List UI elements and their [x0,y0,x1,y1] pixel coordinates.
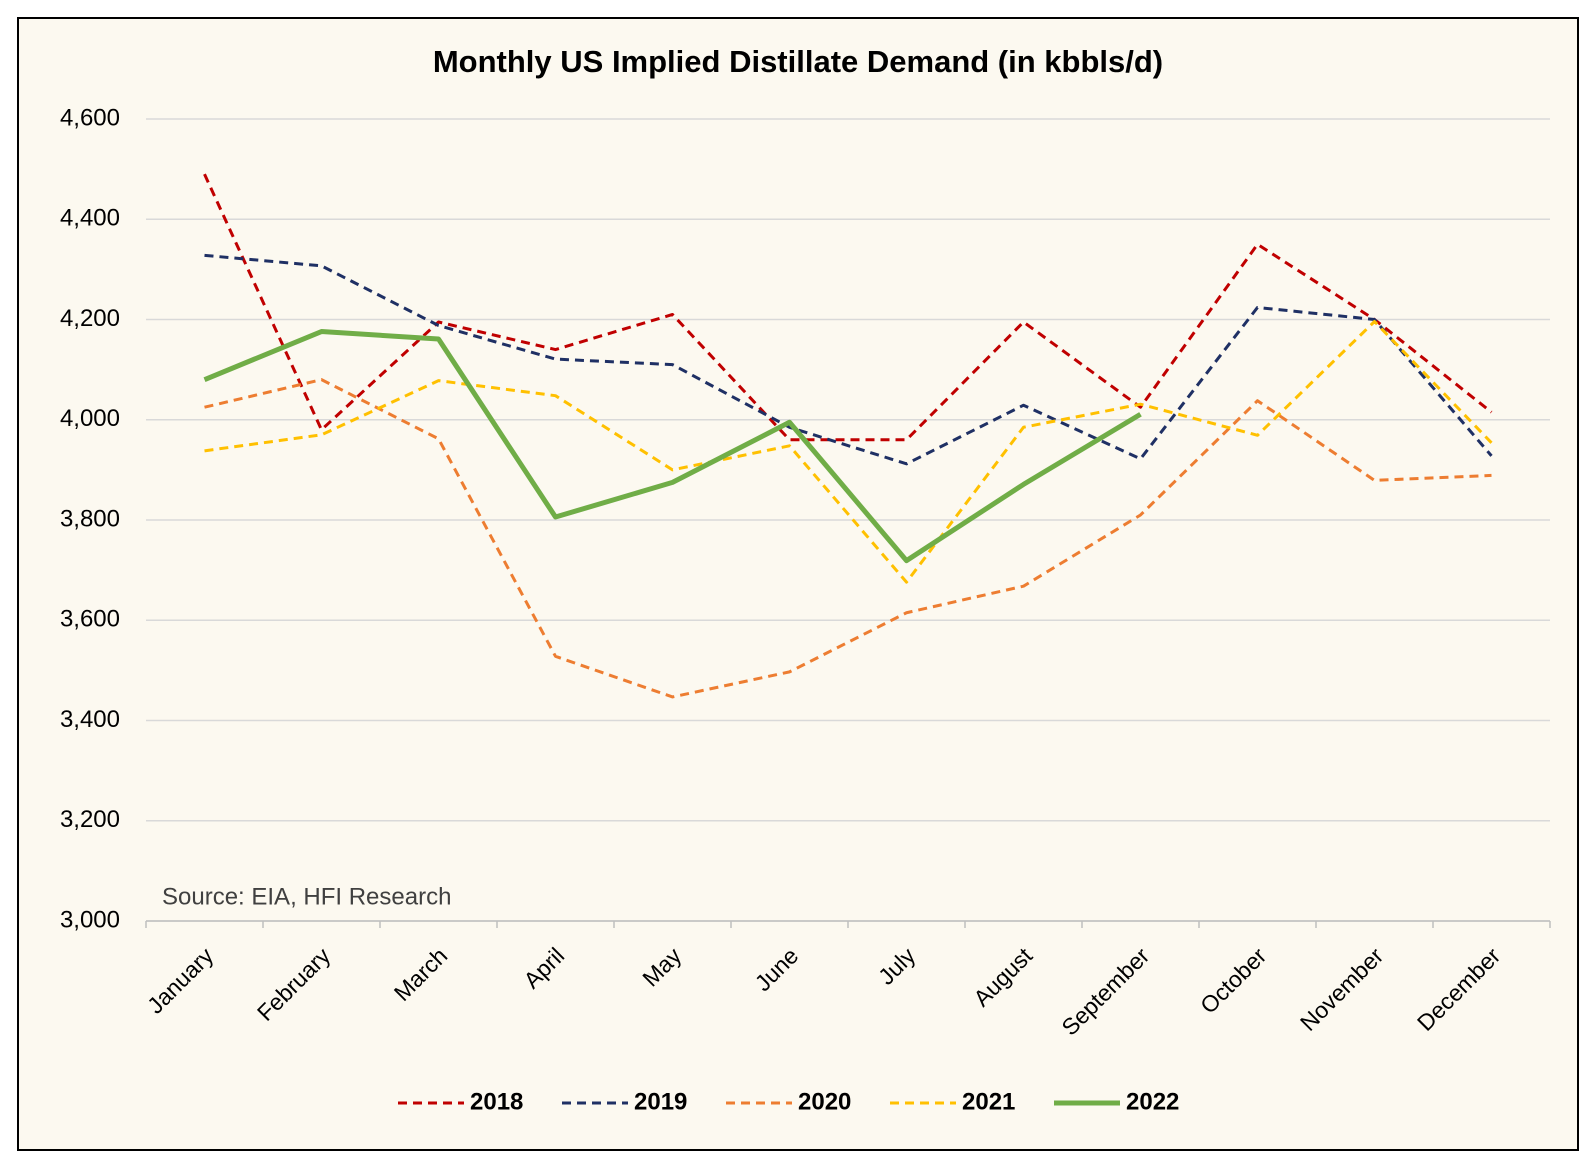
legend-label: 2019 [634,1088,687,1115]
series-line [204,253,1493,466]
y-tick-label: 4,600 [60,104,120,131]
y-tick-label: 4,400 [60,205,120,232]
series-line [204,320,1493,584]
legend-label: 2018 [470,1088,523,1115]
y-tick-label: 4,000 [60,405,120,432]
chart-frame [17,17,1579,1151]
y-tick-label: 3,600 [60,606,120,633]
y-tick-label: 4,200 [60,305,120,332]
legend-label: 2021 [962,1088,1015,1115]
y-tick-label: 3,200 [60,806,120,833]
legend-label: 2020 [798,1088,851,1115]
series-line [203,329,1142,564]
chart-title: Monthly US Implied Distillate Demand (in… [433,44,1163,79]
legend-label: 2022 [1126,1088,1179,1115]
series-line [204,378,1492,699]
y-tick-label: 3,000 [60,906,120,933]
source-annotation: Source: EIA, HFI Research [162,883,451,910]
y-tick-label: 3,400 [60,706,120,733]
y-tick-label: 3,800 [60,505,120,532]
